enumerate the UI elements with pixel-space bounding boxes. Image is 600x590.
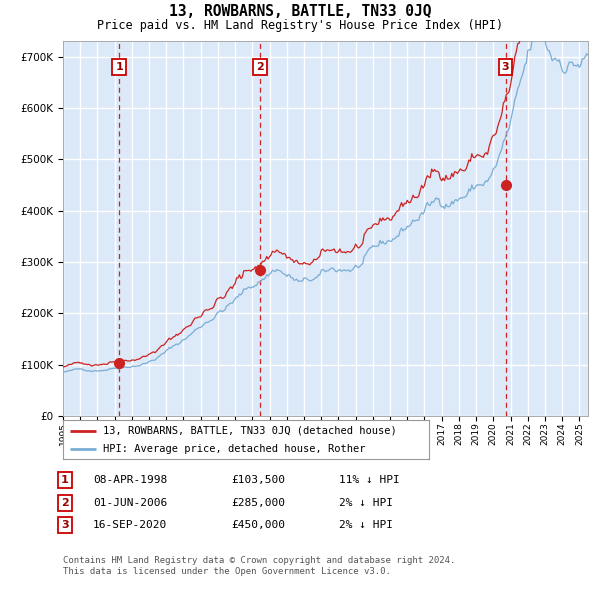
Text: 2: 2 <box>61 498 68 507</box>
Text: HPI: Average price, detached house, Rother: HPI: Average price, detached house, Roth… <box>103 444 366 454</box>
Text: Price paid vs. HM Land Registry's House Price Index (HPI): Price paid vs. HM Land Registry's House … <box>97 19 503 32</box>
Text: Contains HM Land Registry data © Crown copyright and database right 2024.
This d: Contains HM Land Registry data © Crown c… <box>63 556 455 576</box>
Text: £103,500: £103,500 <box>231 476 285 485</box>
Text: 1: 1 <box>61 476 68 485</box>
Text: 1: 1 <box>115 62 123 72</box>
Text: 2% ↓ HPI: 2% ↓ HPI <box>339 498 393 507</box>
Text: 13, ROWBARNS, BATTLE, TN33 0JQ: 13, ROWBARNS, BATTLE, TN33 0JQ <box>169 4 431 19</box>
Text: £450,000: £450,000 <box>231 520 285 530</box>
Text: 13, ROWBARNS, BATTLE, TN33 0JQ (detached house): 13, ROWBARNS, BATTLE, TN33 0JQ (detached… <box>103 425 397 435</box>
Text: £285,000: £285,000 <box>231 498 285 507</box>
Text: 16-SEP-2020: 16-SEP-2020 <box>93 520 167 530</box>
Text: 3: 3 <box>61 520 68 530</box>
Text: 3: 3 <box>502 62 509 72</box>
Text: 11% ↓ HPI: 11% ↓ HPI <box>339 476 400 485</box>
Text: 08-APR-1998: 08-APR-1998 <box>93 476 167 485</box>
Text: 2: 2 <box>256 62 263 72</box>
Text: 2% ↓ HPI: 2% ↓ HPI <box>339 520 393 530</box>
Text: 01-JUN-2006: 01-JUN-2006 <box>93 498 167 507</box>
